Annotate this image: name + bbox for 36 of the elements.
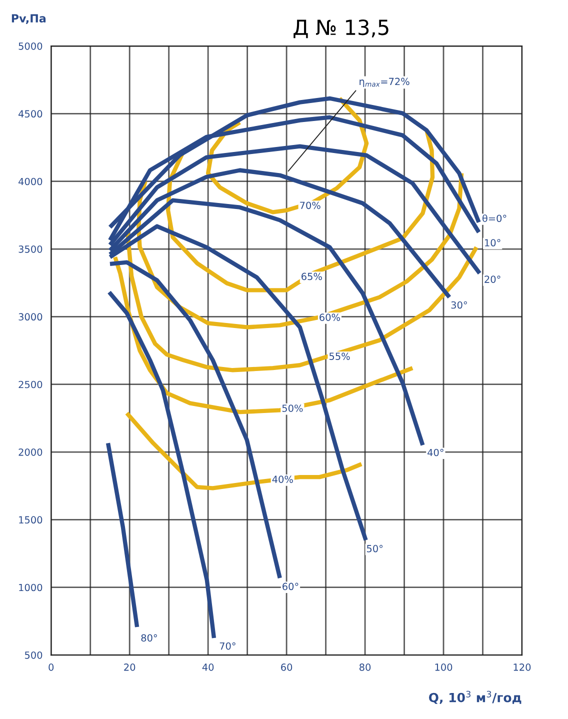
- annotation: 10°: [485, 239, 500, 246]
- annotation: 40%: [272, 476, 293, 483]
- annotation: 70°: [220, 642, 236, 650]
- y-tick-label: 4000: [18, 178, 42, 186]
- x-tick-label: 20: [124, 664, 136, 671]
- y-tick-label: 1000: [19, 584, 42, 592]
- annotation: η$_{max}$=72%: [360, 78, 410, 88]
- x-tick-label: 100: [435, 664, 452, 671]
- annotation: 55%: [329, 352, 350, 360]
- annotation: 50°: [366, 544, 383, 552]
- y-tick-label: 3000: [18, 313, 42, 321]
- annotation: 60%: [320, 314, 340, 321]
- x-tick-label: 60: [281, 664, 292, 671]
- x-axis-title: Q, 10$^{3}$ м$^{3}$/год: [428, 690, 522, 704]
- y-tick-label: 3500: [18, 245, 42, 253]
- annotation: 20°: [484, 276, 500, 283]
- annotation: 60°: [282, 582, 298, 590]
- x-tick-label: 0: [48, 664, 54, 671]
- annotation: 65%: [302, 272, 322, 280]
- y-tick-label: 5000: [18, 42, 42, 50]
- y-axis-title: Pv,Па: [12, 14, 46, 24]
- y-tick-label: 1500: [19, 516, 42, 524]
- x-tick-label: 40: [202, 664, 214, 671]
- annotation: 30°: [451, 301, 467, 309]
- y-tick-label: 2000: [18, 448, 42, 456]
- y-tick-label: 4500: [18, 110, 42, 118]
- annotation: 40°: [428, 448, 444, 456]
- annotation: 70%: [300, 202, 320, 210]
- annotation: θ=0°: [482, 214, 506, 222]
- x-tick-label: 120: [514, 664, 531, 671]
- annotation: 80°: [141, 634, 157, 642]
- x-tick-label: 80: [360, 664, 371, 671]
- y-tick-label: 500: [24, 651, 42, 659]
- annotation: 50%: [282, 404, 303, 412]
- y-tick-label: 2500: [18, 380, 42, 388]
- chart-title: Д № 13,5: [294, 19, 388, 38]
